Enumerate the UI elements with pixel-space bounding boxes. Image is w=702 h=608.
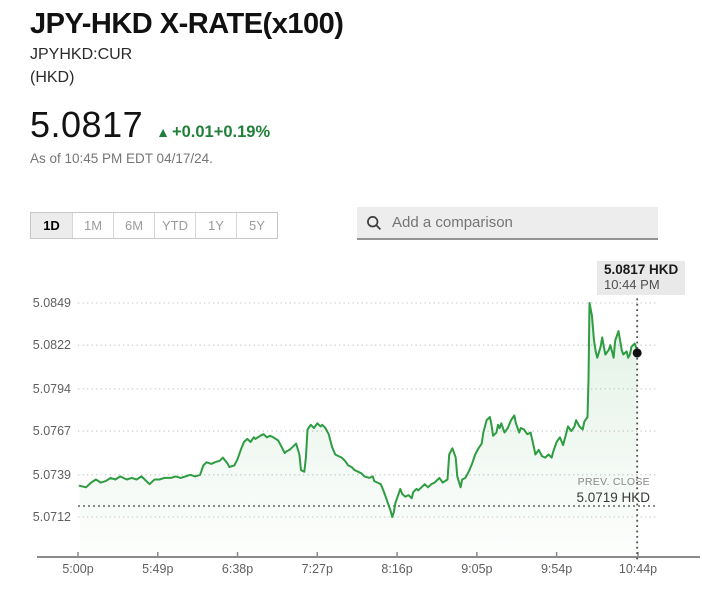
y-tick-label: 5.0739 (33, 468, 71, 482)
last-price-dot (632, 348, 642, 358)
callout-time: 10:44 PM (604, 277, 660, 292)
price-row: 5.0817 ▲ +0.01+0.19% (30, 104, 270, 146)
page-title: JPY-HKD X-RATE(x100) (30, 8, 344, 40)
currency-unit: (HKD) (30, 69, 75, 86)
series-line (78, 302, 639, 518)
x-axis (37, 552, 700, 558)
search-input[interactable] (390, 213, 649, 232)
prev-close-label: PREV. CLOSE (577, 476, 650, 488)
as-of-timestamp: As of 10:45 PM EDT 04/17/24. (30, 151, 213, 166)
x-tick-label: 5:00p (62, 562, 93, 576)
tab-6m[interactable]: 6M (113, 213, 154, 238)
callout-price: 5.0817 HKD (604, 262, 679, 277)
tab-1y[interactable]: 1Y (195, 213, 236, 238)
price-change-text: +0.01+0.19% (171, 123, 271, 141)
y-tick-label: 5.0849 (33, 296, 71, 310)
y-tick-label: 5.0767 (33, 424, 71, 438)
tab-1m[interactable]: 1M (72, 213, 113, 238)
series-area-fill (79, 303, 638, 556)
time-range-tabs: 1D 1M 6M YTD 1Y 5Y (30, 212, 278, 239)
tab-5y[interactable]: 5Y (236, 213, 277, 238)
y-tick-label: 5.0822 (33, 338, 71, 352)
ticker-symbol: JPYHKD:CUR (30, 46, 133, 63)
x-tick-label: 5:49p (142, 562, 173, 576)
up-triangle-icon: ▲ (156, 124, 170, 140)
tab-ytd[interactable]: YTD (154, 213, 195, 238)
x-tick-label: 7:27p (302, 562, 333, 576)
x-tick-label: 9:05p (461, 562, 492, 576)
x-tick-label: 10:44p (619, 562, 657, 576)
y-tick-label: 5.0794 (33, 382, 71, 396)
crosshair (632, 293, 642, 562)
series-area (79, 303, 638, 556)
comparison-search[interactable] (357, 207, 658, 240)
x-axis-labels: 5:00p 5:49p 6:38p 7:27p 8:16p 9:05p 9:54p 10:44… (62, 562, 657, 576)
y-axis-labels: 5.0849 5.0822 5.0794 5.0767 5.0739 5.0712 (33, 296, 71, 524)
y-tick-label: 5.0712 (33, 510, 71, 524)
x-tick-label: 6:38p (222, 562, 253, 576)
series-line-group (78, 302, 639, 518)
price-change: ▲ +0.01+0.19% (156, 123, 270, 142)
prev-close-annotation: PREV. CLOSE 5.0719 HKD (576, 476, 650, 504)
last-price: 5.0817 (30, 104, 144, 145)
tab-1d[interactable]: 1D (31, 213, 72, 238)
last-price-callout: 5.0817 HKD 10:44 PM (597, 261, 686, 295)
prev-close-value: 5.0719 HKD (576, 490, 650, 505)
x-tick-label: 9:54p (541, 562, 572, 576)
x-tick-label: 8:16p (381, 562, 412, 576)
search-icon (367, 215, 382, 230)
